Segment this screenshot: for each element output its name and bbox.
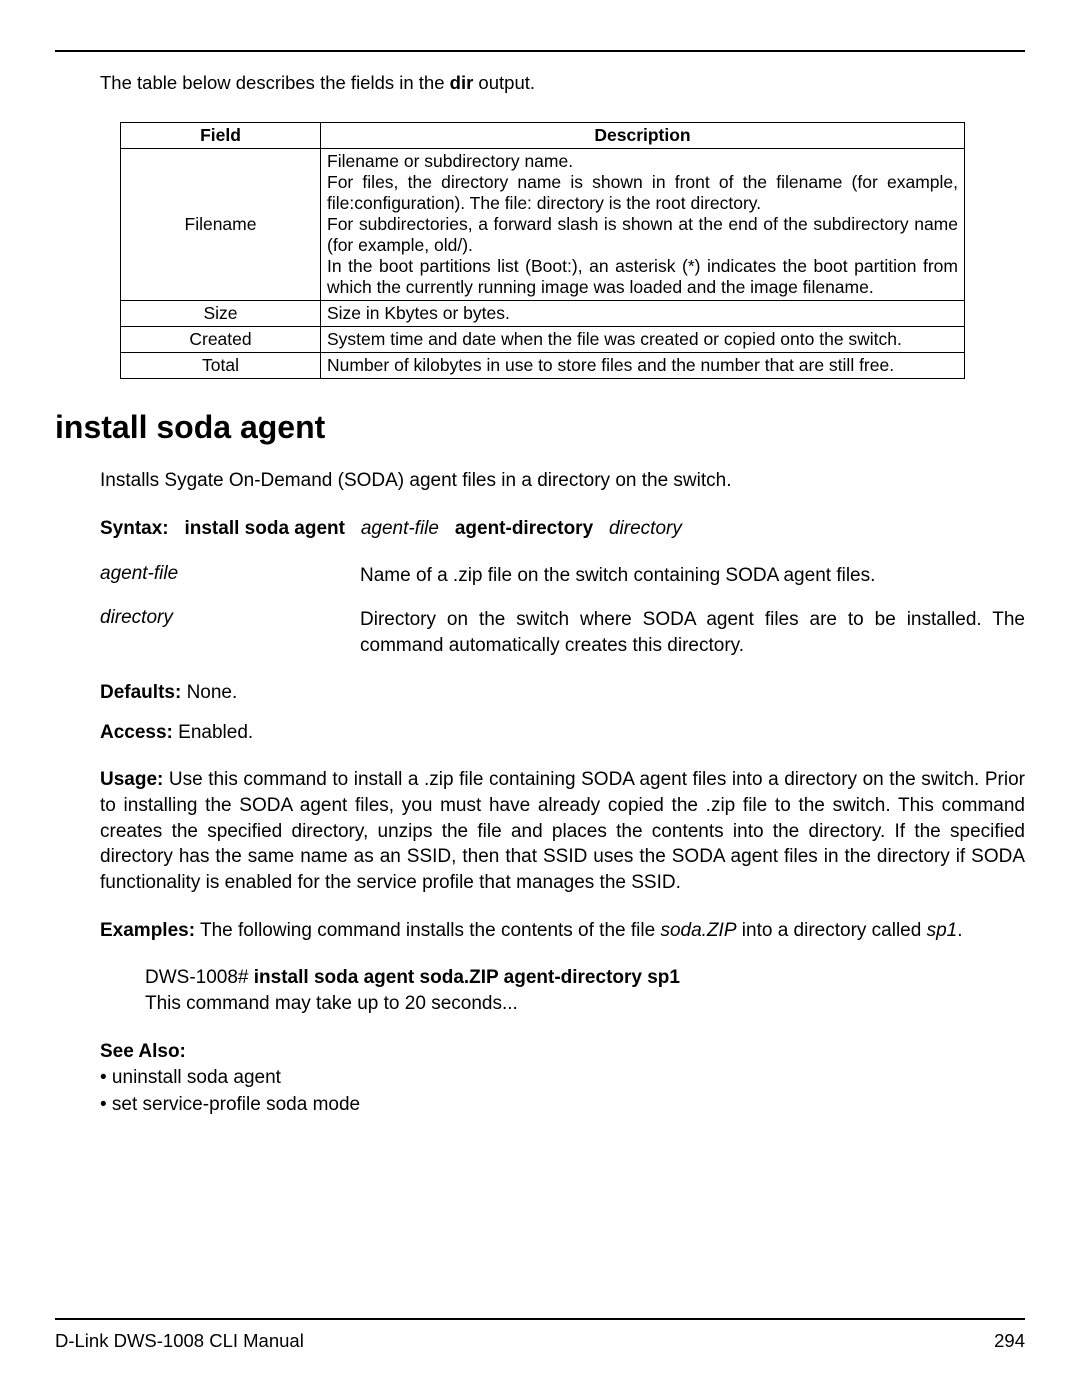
param-name: directory: [100, 607, 360, 658]
syntax-line: Syntax: install soda agent agent-file ag…: [100, 516, 1025, 542]
param-row: directory Directory on the switch where …: [100, 607, 1025, 658]
access-value: Enabled.: [173, 722, 253, 743]
table-row: Size Size in Kbytes or bytes.: [121, 301, 965, 327]
dir-fields-table: Field Description Filename Filename or s…: [120, 122, 965, 379]
intro-bold: dir: [450, 72, 474, 93]
examples-mid: into a directory called: [737, 920, 927, 941]
table-header-row: Field Description: [121, 123, 965, 149]
usage-label: Usage:: [100, 769, 163, 790]
table-row: Created System time and date when the fi…: [121, 327, 965, 353]
param-name: agent-file: [100, 563, 360, 589]
cell-field: Filename: [121, 149, 321, 301]
param-desc: Directory on the switch where SODA agent…: [360, 607, 1025, 658]
cell-desc: Filename or subdirectory name. For files…: [321, 149, 965, 301]
syntax-arg1: agent-file: [361, 518, 439, 539]
examples-suffix: .: [957, 920, 962, 941]
cell-field: Size: [121, 301, 321, 327]
see-also-label: See Also:: [100, 1041, 186, 1062]
example-prompt: DWS-1008#: [145, 967, 254, 988]
examples-label: Examples:: [100, 920, 195, 941]
th-field: Field: [121, 123, 321, 149]
defaults-value: None.: [181, 682, 237, 703]
intro-text: The table below describes the fields in …: [100, 72, 1025, 94]
syntax-label: Syntax:: [100, 518, 169, 539]
footer-left: D-Link DWS-1008 CLI Manual: [55, 1330, 304, 1352]
cell-desc: Size in Kbytes or bytes.: [321, 301, 965, 327]
defaults-line: Defaults: None.: [100, 680, 1025, 706]
access-label: Access:: [100, 722, 173, 743]
cell-field: Created: [121, 327, 321, 353]
page-footer: D-Link DWS-1008 CLI Manual 294: [55, 1318, 1025, 1352]
example-command-block: DWS-1008# install soda agent soda.ZIP ag…: [145, 965, 1025, 1016]
cell-desc: System time and date when the file was c…: [321, 327, 965, 353]
examples-block: Examples: The following command installs…: [100, 918, 1025, 944]
param-row: agent-file Name of a .zip file on the sw…: [100, 563, 1025, 589]
top-rule: [55, 50, 1025, 52]
access-line: Access: Enabled.: [100, 720, 1025, 746]
intro-suffix: output.: [473, 72, 535, 93]
usage-text: Use this command to install a .zip file …: [100, 769, 1025, 893]
example-note: This command may take up to 20 seconds..…: [145, 993, 518, 1014]
th-description: Description: [321, 123, 965, 149]
install-description: Installs Sygate On-Demand (SODA) agent f…: [100, 468, 1025, 494]
see-also-item: • uninstall soda agent: [100, 1067, 281, 1088]
cell-desc: Number of kilobytes in use to store file…: [321, 353, 965, 379]
param-desc: Name of a .zip file on the switch contai…: [360, 563, 875, 589]
examples-dir: sp1: [927, 920, 958, 941]
see-also-block: See Also: • uninstall soda agent • set s…: [100, 1039, 1025, 1119]
examples-file: soda.ZIP: [660, 920, 736, 941]
usage-block: Usage: Use this command to install a .zi…: [100, 767, 1025, 895]
footer-right: 294: [994, 1330, 1025, 1352]
section-heading: install soda agent: [55, 409, 1025, 446]
defaults-label: Defaults:: [100, 682, 181, 703]
example-command: install soda agent soda.ZIP agent-direct…: [254, 967, 680, 988]
syntax-arg2: directory: [609, 518, 682, 539]
intro-prefix: The table below describes the fields in …: [100, 72, 450, 93]
syntax-cmd1: install soda agent: [184, 518, 344, 539]
table-row: Total Number of kilobytes in use to stor…: [121, 353, 965, 379]
footer-rule: [55, 1318, 1025, 1320]
see-also-item: • set service-profile soda mode: [100, 1094, 360, 1115]
table-row: Filename Filename or subdirectory name. …: [121, 149, 965, 301]
examples-prefix: The following command installs the conte…: [195, 920, 660, 941]
syntax-cmd2: agent-directory: [455, 518, 593, 539]
cell-field: Total: [121, 353, 321, 379]
